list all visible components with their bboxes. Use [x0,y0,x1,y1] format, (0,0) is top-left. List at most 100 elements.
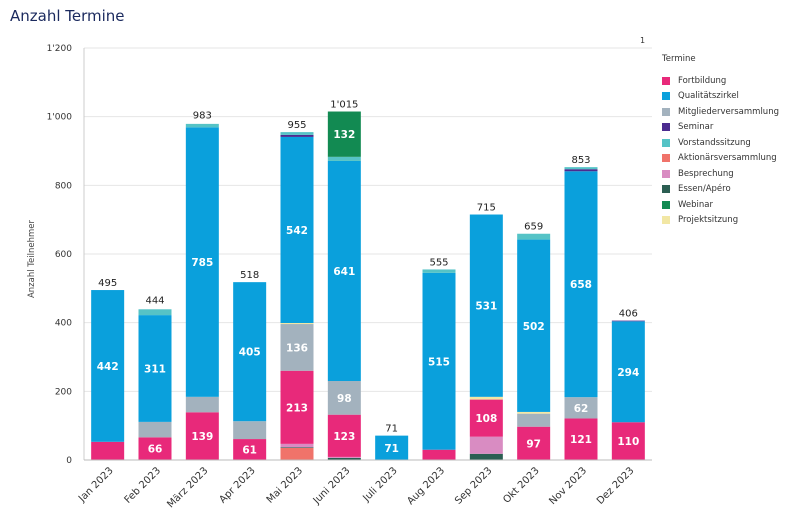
bar-stacks [91,111,645,460]
segment-label: 442 [97,361,119,373]
legend-swatch [662,154,670,163]
bar-segment [327,381,361,415]
bar-segment [280,447,314,460]
legend-swatch [662,169,670,178]
segment-label: 110 [617,436,639,448]
segment-label: 97 [526,438,541,450]
segment-label: 121 [570,434,592,446]
legend-item[interactable]: Webinar [662,197,779,213]
bar-segment [469,399,503,437]
bar-segment [611,320,645,322]
y-tick-label: 400 [55,319,72,329]
legend-items: Fortbildung Qualitätszirkel Mitgliedervers… [662,73,779,228]
bar-segment [280,447,314,448]
segment-label: 123 [333,431,355,443]
bar-segment [517,411,551,414]
segment-label: 658 [570,279,592,291]
x-tick-label: Juni 2023 [311,465,353,507]
bar-segment [564,418,598,460]
bar-segment [327,156,361,161]
total-label: 444 [145,296,164,307]
x-tick-label: Juli 2023 [361,465,400,504]
segment-label: 71 [384,443,399,455]
legend-item[interactable]: Qualitätszirkel [662,89,779,105]
bar-segment [185,123,219,128]
bar-segment [564,169,598,172]
legend-label: Mitgliederversammlung [678,106,779,117]
segment-label: 515 [428,356,450,368]
x-tick-label: Aug 2023 [405,465,447,507]
y-tick-label: 1'000 [47,113,73,123]
total-label: 715 [477,203,496,214]
bar-segment [185,412,219,460]
legend-item[interactable]: Essen/Apéro [662,182,779,198]
x-tick-label: Nov 2023 [547,465,589,507]
bar-segment [280,370,314,444]
bar-segment [517,426,551,460]
legend: Termine Fortbildung Qualitätszirkel Mitgli… [662,54,779,228]
legend-item[interactable]: Seminar [662,120,779,136]
y-tick-label: 600 [55,250,72,260]
bar-segment [280,132,314,135]
bar-segment [280,443,314,448]
x-tick-label: Okt 2023 [501,465,541,505]
bar-segment [422,269,456,273]
x-tick-label: Sep 2023 [453,465,494,506]
x-tick-label: Feb 2023 [123,465,164,506]
legend-item[interactable]: Aktionärsversammlung [662,151,779,167]
total-label: 518 [240,270,259,281]
total-label: 1'015 [330,100,358,111]
legend-title: Termine [662,54,696,64]
legend-item[interactable]: Projektsitzung [662,213,779,229]
bar-segment [233,282,267,422]
bar-segment [517,239,551,412]
segment-label: 108 [475,413,497,425]
bar-segment [517,233,551,240]
legend-label: Qualitätszirkel [678,91,739,102]
bar-segment [469,453,503,460]
total-label: 406 [619,309,638,320]
segment-label: 405 [239,347,261,359]
segment-label: 139 [191,431,213,443]
x-tick-label: Jan 2023 [76,465,116,505]
bar-segment [469,214,503,397]
segment-label: 641 [333,266,355,278]
legend-swatch [662,200,670,209]
legend-label: Besprechung [678,168,734,179]
legend-label: Projektsitzung [678,215,739,226]
segment-label: 62 [574,403,589,415]
bar-segment [280,324,314,371]
bar-segment [138,437,172,460]
segment-label: 61 [242,445,257,457]
segment-label: 213 [286,402,308,414]
x-tick-label: Mai 2023 [265,465,305,505]
bar-segment [91,290,125,442]
legend-swatch [662,185,670,194]
legend-swatch [662,138,670,147]
legend-item[interactable]: Besprechung [662,166,779,182]
bar-segment [611,422,645,460]
bar-segment [327,160,361,382]
bar-segment [138,421,172,438]
bar-segment [422,272,456,450]
legend-label: Seminar [678,122,714,133]
total-label: 555 [429,257,448,268]
bar-segment [138,309,172,316]
bar-segment [375,435,409,460]
legend-item[interactable]: Mitgliederversammlung [662,104,779,120]
bar-segment [327,456,361,458]
bar-segment [517,413,551,427]
bar-segment [280,323,314,325]
total-label: 955 [287,120,306,131]
total-label: 495 [98,278,117,289]
bar-segment [327,414,361,457]
total-label: 983 [193,111,212,122]
legend-item[interactable]: Fortbildung [662,73,779,89]
legend-label: Webinar [678,199,713,210]
x-tick-label: März 2023 [165,465,210,510]
bar-segment [233,421,267,440]
legend-item[interactable]: Vorstandssitzung [662,135,779,151]
segment-label: 531 [475,301,497,313]
data-labels: 442 495 66 311 444 139 785 983 61 405 518 213 136 542… [97,100,640,457]
